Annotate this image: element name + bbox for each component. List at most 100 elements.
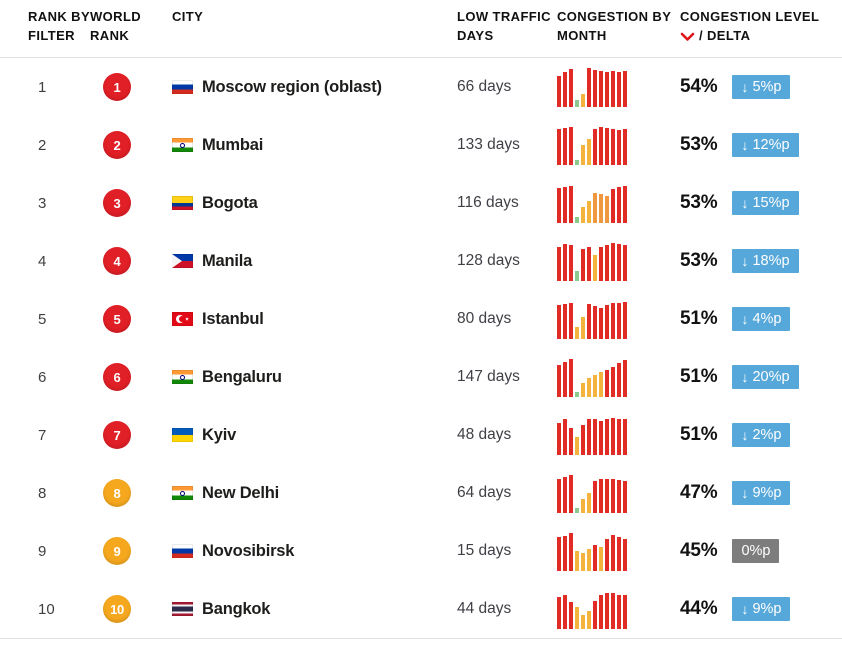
sort-chevron-down-icon[interactable] bbox=[680, 32, 695, 42]
world-rank-badge: 6 bbox=[103, 363, 131, 391]
city-name[interactable]: Istanbul bbox=[202, 309, 264, 328]
down-arrow-icon: ↓ bbox=[741, 369, 749, 385]
low-traffic-days: 15 days bbox=[457, 542, 512, 559]
world-rank-badge: 10 bbox=[103, 595, 131, 623]
col-header-low-traffic-days[interactable]: LOW TRAFFIC DAYS bbox=[457, 9, 551, 43]
table-row[interactable]: 1 1 Moscow region (oblast) 66 days 54% ↓… bbox=[0, 58, 842, 116]
congestion-level-value: 47% bbox=[680, 482, 718, 503]
down-arrow-icon: ↓ bbox=[741, 311, 749, 327]
filter-rank: 3 bbox=[38, 194, 47, 212]
delta-badge: ↓ 2%p bbox=[732, 422, 791, 448]
down-arrow-icon: ↓ bbox=[741, 79, 749, 95]
world-rank-badge: 4 bbox=[103, 247, 131, 275]
country-flag-icon bbox=[172, 544, 193, 558]
congestion-level-value: 53% bbox=[680, 250, 718, 271]
low-traffic-days: 147 days bbox=[457, 368, 520, 385]
col-header-congestion-level-delta[interactable]: CONGESTION LEVEL / DELTA bbox=[680, 8, 842, 46]
low-traffic-days: 116 days bbox=[457, 194, 519, 211]
delta-value: 5%p bbox=[752, 78, 782, 95]
city-name[interactable]: Manila bbox=[202, 251, 253, 270]
delta-value: 12%p bbox=[752, 136, 790, 153]
filter-rank: 8 bbox=[38, 484, 47, 502]
congestion-by-month-chart bbox=[557, 183, 627, 223]
delta-badge: ↓ 5%p bbox=[732, 74, 791, 100]
city-name[interactable]: Mumbai bbox=[202, 135, 264, 154]
delta-value: 0%p bbox=[741, 542, 771, 559]
low-traffic-days: 48 days bbox=[457, 426, 512, 443]
delta-label: / DELTA bbox=[699, 27, 751, 43]
delta-value: 18%p bbox=[752, 252, 790, 269]
down-arrow-icon: ↓ bbox=[741, 427, 749, 443]
bottom-divider bbox=[0, 638, 842, 639]
congestion-level-value: 51% bbox=[680, 424, 718, 445]
country-flag-icon bbox=[172, 138, 193, 152]
table-row[interactable]: 10 10 Bangkok 44 days 44% ↓ 9%p bbox=[0, 580, 842, 638]
filter-rank: 7 bbox=[38, 426, 47, 444]
country-flag-icon bbox=[172, 254, 193, 268]
congestion-by-month-chart bbox=[557, 473, 627, 513]
filter-rank: 6 bbox=[38, 368, 47, 386]
filter-rank: 9 bbox=[38, 542, 47, 560]
country-flag-icon bbox=[172, 80, 193, 94]
low-traffic-days: 128 days bbox=[457, 252, 520, 269]
filter-rank: 2 bbox=[38, 136, 47, 154]
world-rank-badge: 5 bbox=[103, 305, 131, 333]
country-flag-icon bbox=[172, 196, 193, 210]
down-arrow-icon: ↓ bbox=[741, 195, 749, 211]
country-flag-icon bbox=[172, 370, 193, 384]
low-traffic-days: 64 days bbox=[457, 484, 512, 501]
world-rank-badge: 7 bbox=[103, 421, 131, 449]
delta-badge: ↓ 9%p bbox=[732, 596, 791, 622]
congestion-level-value: 45% bbox=[680, 540, 718, 561]
congestion-level-label: CONGESTION LEVEL bbox=[680, 9, 820, 24]
low-traffic-days: 44 days bbox=[457, 600, 512, 617]
congestion-by-month-chart bbox=[557, 67, 627, 107]
delta-badge: ↓ 18%p bbox=[732, 248, 799, 274]
congestion-by-month-chart bbox=[557, 589, 627, 629]
country-flag-icon bbox=[172, 602, 193, 616]
delta-value: 20%p bbox=[752, 368, 790, 385]
table-row[interactable]: 5 5 Istanbul 80 days 51% ↓ 4%p bbox=[0, 290, 842, 348]
congestion-by-month-chart bbox=[557, 357, 627, 397]
congestion-level-value: 51% bbox=[680, 366, 718, 387]
col-header-rank-by-filter[interactable]: RANK BY FILTER bbox=[28, 9, 90, 43]
table-header: RANK BY FILTER WORLD RANK CITY LOW TRAFF… bbox=[0, 0, 842, 57]
delta-badge: ↓ 9%p bbox=[732, 480, 791, 506]
table-row[interactable]: 2 2 Mumbai 133 days 53% ↓ 12%p bbox=[0, 116, 842, 174]
country-flag-icon bbox=[172, 312, 193, 326]
table-row[interactable]: 9 9 Novosibirsk 15 days 45% 0%p bbox=[0, 522, 842, 580]
filter-rank: 1 bbox=[38, 78, 47, 96]
table-row[interactable]: 7 7 Kyiv 48 days 51% ↓ 2%p bbox=[0, 406, 842, 464]
delta-value: 9%p bbox=[752, 484, 782, 501]
city-name[interactable]: New Delhi bbox=[202, 483, 280, 502]
table-row[interactable]: 3 3 Bogota 116 days 53% ↓ 15%p bbox=[0, 174, 842, 232]
table-row[interactable]: 4 4 Manila 128 days 53% ↓ 18%p bbox=[0, 232, 842, 290]
low-traffic-days: 80 days bbox=[457, 310, 512, 327]
city-name[interactable]: Kyiv bbox=[202, 425, 237, 444]
congestion-level-value: 51% bbox=[680, 308, 718, 329]
congestion-by-month-chart bbox=[557, 415, 627, 455]
low-traffic-days: 133 days bbox=[457, 136, 520, 153]
table-row[interactable]: 8 8 New Delhi 64 days 47% ↓ 9%p bbox=[0, 464, 842, 522]
col-header-congestion-by-month[interactable]: CONGESTION BY MONTH bbox=[557, 9, 672, 43]
world-rank-badge: 9 bbox=[103, 537, 131, 565]
congestion-by-month-chart bbox=[557, 531, 627, 571]
congestion-by-month-chart bbox=[557, 241, 627, 281]
table-row[interactable]: 6 6 Bengaluru 147 days 51% ↓ 20%p bbox=[0, 348, 842, 406]
delta-badge: 0%p bbox=[732, 538, 780, 564]
congestion-by-month-chart bbox=[557, 125, 627, 165]
congestion-level-value: 53% bbox=[680, 192, 718, 213]
down-arrow-icon: ↓ bbox=[741, 137, 749, 153]
delta-badge: ↓ 20%p bbox=[732, 364, 799, 390]
city-name[interactable]: Moscow region (oblast) bbox=[202, 77, 382, 96]
city-name[interactable]: Novosibirsk bbox=[202, 541, 295, 560]
col-header-world-rank[interactable]: WORLD RANK bbox=[90, 9, 142, 43]
filter-rank: 5 bbox=[38, 310, 47, 328]
delta-badge: ↓ 4%p bbox=[732, 306, 791, 332]
table-body: 1 1 Moscow region (oblast) 66 days 54% ↓… bbox=[0, 58, 842, 638]
col-header-city[interactable]: CITY bbox=[172, 9, 204, 24]
congestion-level-value: 54% bbox=[680, 76, 718, 97]
city-name[interactable]: Bangkok bbox=[202, 599, 271, 618]
city-name[interactable]: Bengaluru bbox=[202, 367, 282, 386]
city-name[interactable]: Bogota bbox=[202, 193, 258, 212]
